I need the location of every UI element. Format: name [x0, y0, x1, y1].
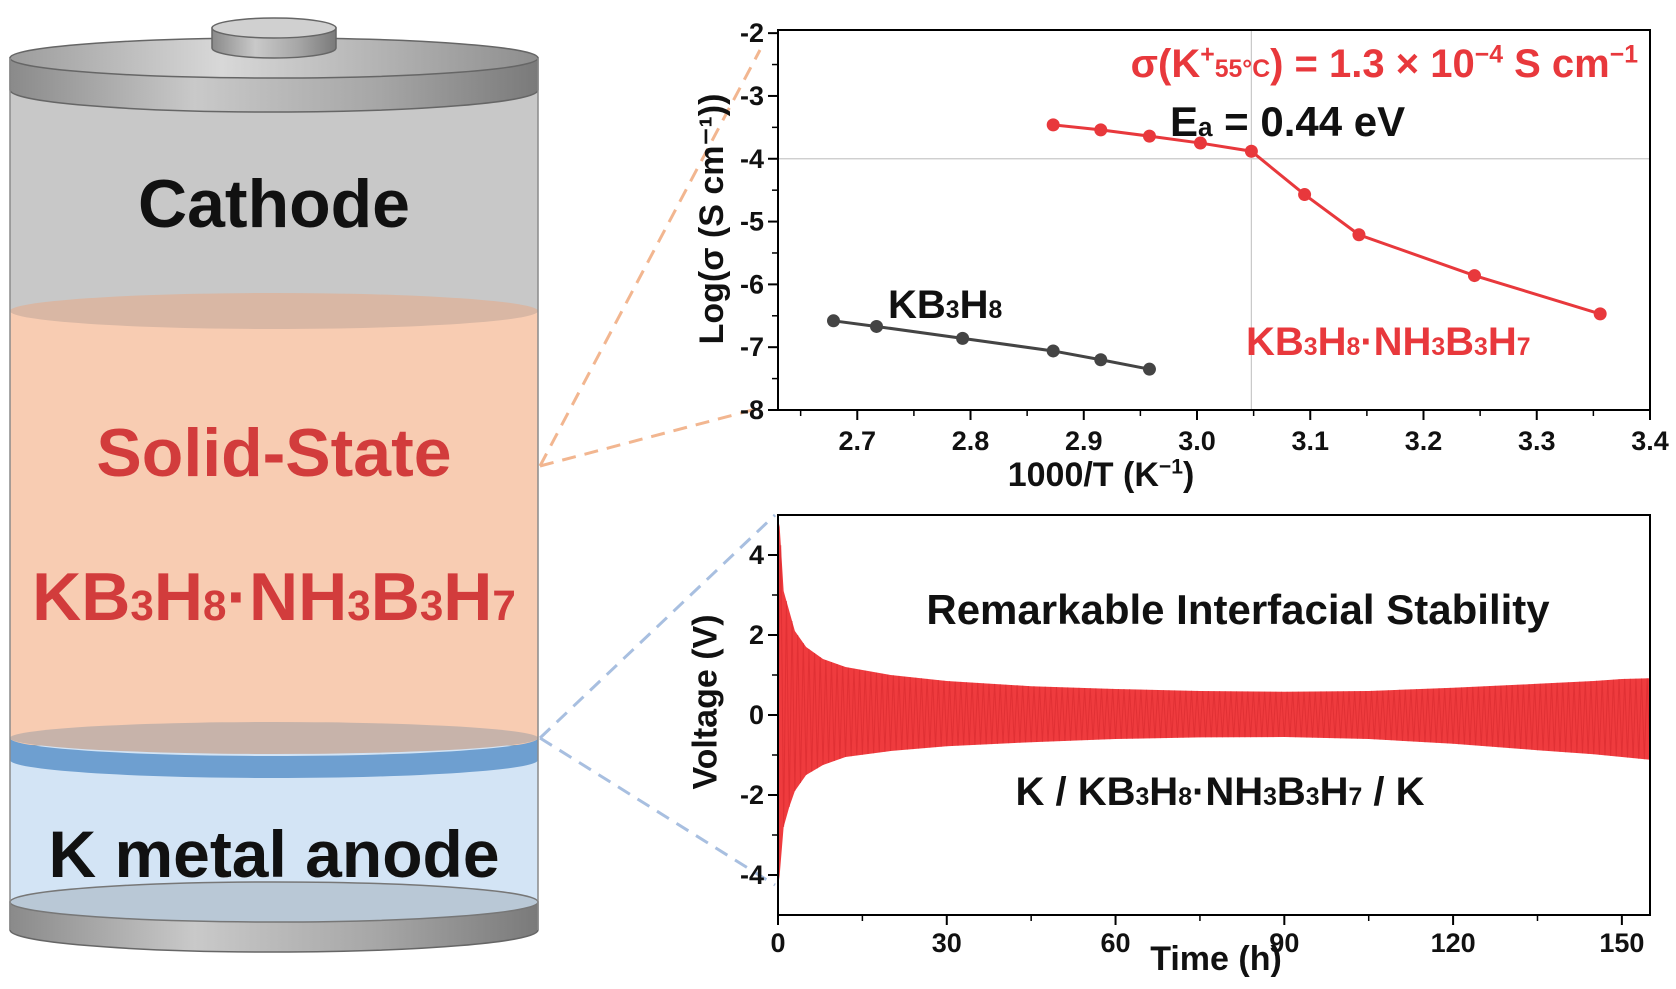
activation-energy-annotation: Ea = 0.44 eV: [1170, 98, 1406, 145]
chart1-xlabel: 1000/T (K−1): [1007, 455, 1195, 494]
electrolyte-formula: KB3H8·NH3B3H7: [32, 559, 516, 635]
chart2-title: Remarkable Interfacial Stability: [926, 586, 1550, 633]
composite-series-label: KB3H8·NH3B3H7: [1246, 320, 1531, 364]
kb3h8-series-label: KB3H8: [888, 283, 1003, 327]
terminal-top: [211, 17, 337, 39]
chart1-ylabel: Log(σ (S cm⁻¹)): [693, 93, 731, 345]
electrolyte-layer: [10, 311, 538, 745]
zoom-line-interface-bottom: [539, 736, 776, 887]
conductivity-annotation: σ(K+55°C) = 1.3 × 10−4 S cm−1: [1130, 41, 1638, 86]
zoom-line-electrolyte-top: [538, 49, 762, 467]
chart2-xlabel: Time (h): [1150, 940, 1282, 978]
interface-top: [10, 722, 538, 754]
cathode-bottom-edge: [10, 293, 538, 329]
chart2-ylabel: Voltage (V): [686, 614, 725, 790]
zoom-line-interface-top: [538, 513, 777, 740]
electrolyte-label: Solid-State: [96, 415, 452, 491]
cell-configuration-label: K / KB3H8·NH3B3H7 / K: [1015, 770, 1425, 814]
interface-layer: [10, 738, 538, 778]
anode-label: K metal anode: [48, 817, 500, 891]
cathode-label: Cathode: [138, 166, 410, 242]
zoom-line-electrolyte-bottom: [539, 406, 761, 468]
